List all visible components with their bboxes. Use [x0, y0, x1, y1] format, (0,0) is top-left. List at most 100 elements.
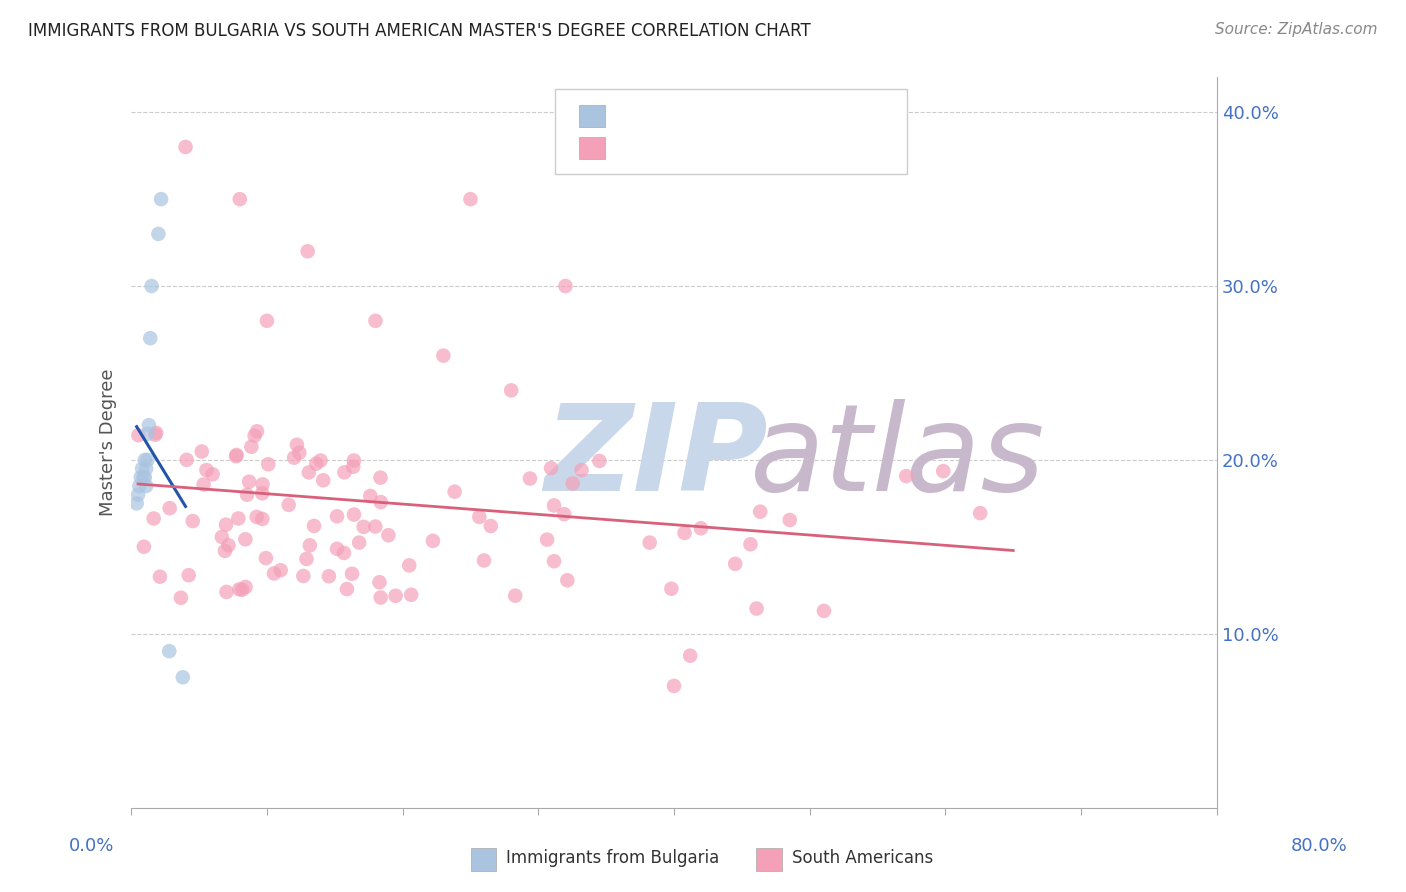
Point: [333, 466, 356, 480]
Point: [211, 530, 233, 544]
Point: [298, 466, 321, 480]
Point: [443, 484, 465, 499]
Point: [150, 192, 173, 206]
Point: [297, 244, 319, 259]
Point: [157, 644, 180, 658]
Point: [472, 553, 495, 567]
Point: [561, 476, 583, 491]
Point: [254, 551, 277, 566]
Point: [540, 461, 562, 475]
Point: [225, 448, 247, 462]
Point: [149, 570, 172, 584]
Point: [172, 670, 194, 684]
Point: [142, 511, 165, 525]
Point: [288, 446, 311, 460]
Point: [136, 453, 159, 467]
Point: [174, 140, 197, 154]
Point: [364, 519, 387, 533]
Point: [745, 601, 768, 615]
Point: [479, 519, 502, 533]
Point: [145, 425, 167, 440]
Point: [148, 227, 170, 241]
Point: [215, 585, 238, 599]
Point: [141, 279, 163, 293]
Point: [134, 453, 156, 467]
Point: [127, 428, 149, 442]
Point: [554, 279, 576, 293]
Point: [370, 495, 392, 509]
Point: [191, 444, 214, 458]
Point: [468, 509, 491, 524]
Point: [143, 427, 166, 442]
Point: [277, 498, 299, 512]
Point: [318, 569, 340, 583]
Point: [252, 512, 274, 526]
Point: [181, 514, 204, 528]
Point: [557, 574, 579, 588]
Point: [305, 457, 328, 471]
Point: [170, 591, 193, 605]
Point: [132, 470, 155, 484]
Point: [813, 604, 835, 618]
Point: [256, 314, 278, 328]
Point: [298, 538, 321, 552]
Point: [225, 449, 247, 463]
Text: N =: N =: [710, 107, 749, 126]
Point: [353, 520, 375, 534]
Text: R =: R =: [616, 107, 655, 126]
Point: [399, 588, 422, 602]
Point: [138, 418, 160, 433]
Point: [127, 488, 149, 502]
Point: [283, 450, 305, 465]
Point: [134, 470, 156, 484]
Point: [270, 563, 292, 577]
Point: [370, 591, 392, 605]
Point: [422, 533, 444, 548]
Point: [326, 509, 349, 524]
Text: 0.498: 0.498: [651, 107, 709, 126]
Point: [246, 509, 269, 524]
Point: [673, 525, 696, 540]
Point: [132, 540, 155, 554]
Point: [235, 533, 257, 547]
Y-axis label: Master's Degree: Master's Degree: [100, 368, 117, 516]
Text: Immigrants from Bulgaria: Immigrants from Bulgaria: [506, 849, 720, 867]
Point: [243, 428, 266, 442]
Point: [896, 469, 918, 483]
Point: [135, 461, 157, 475]
Point: [231, 582, 253, 597]
Text: N =: N =: [710, 139, 749, 157]
Point: [503, 589, 526, 603]
Text: 0.0%: 0.0%: [69, 837, 114, 855]
Point: [246, 424, 269, 438]
Point: [229, 192, 252, 206]
Text: 80.0%: 80.0%: [1291, 837, 1347, 855]
Point: [571, 463, 593, 477]
Point: [342, 459, 364, 474]
Point: [136, 426, 159, 441]
Text: Source: ZipAtlas.com: Source: ZipAtlas.com: [1215, 22, 1378, 37]
Point: [588, 454, 610, 468]
Text: 114: 114: [745, 139, 783, 157]
Point: [201, 467, 224, 482]
Point: [295, 552, 318, 566]
Point: [553, 507, 575, 521]
Text: R =: R =: [616, 139, 655, 157]
Point: [195, 463, 218, 477]
Point: [135, 479, 157, 493]
Point: [662, 679, 685, 693]
Point: [740, 537, 762, 551]
Point: [343, 453, 366, 467]
Point: [398, 558, 420, 573]
Point: [340, 566, 363, 581]
Point: [661, 582, 683, 596]
Point: [240, 440, 263, 454]
Point: [368, 575, 391, 590]
Text: ZIP: ZIP: [544, 399, 768, 516]
Point: [292, 569, 315, 583]
Point: [536, 533, 558, 547]
Point: [252, 477, 274, 491]
Point: [228, 582, 250, 597]
Point: [336, 582, 359, 596]
Point: [347, 535, 370, 549]
